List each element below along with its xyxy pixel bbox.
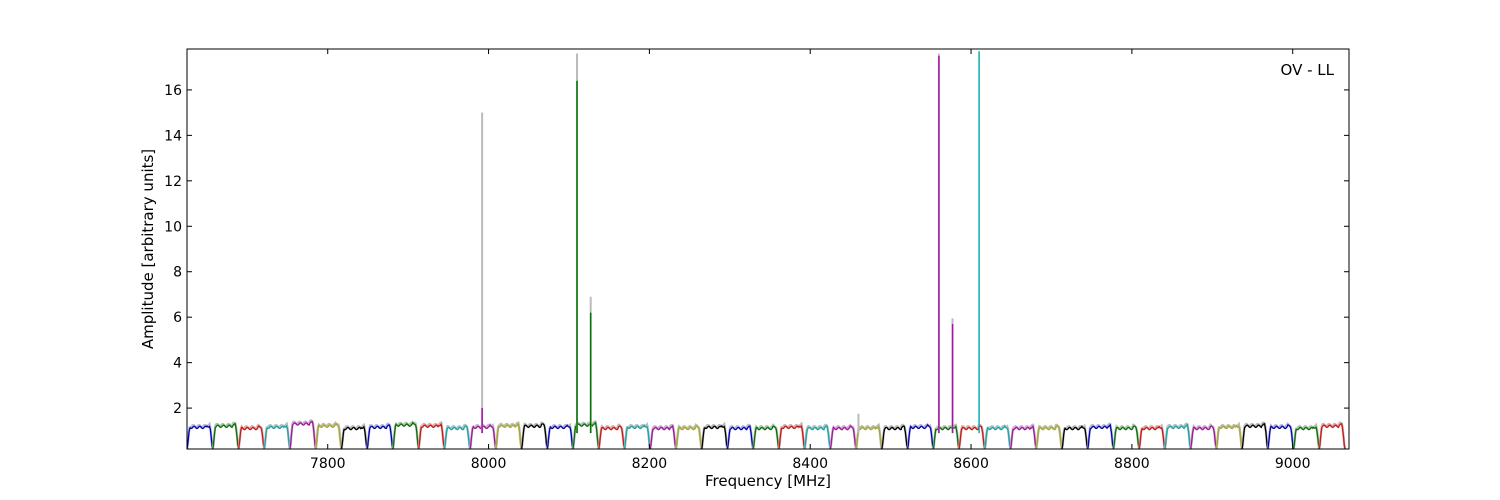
- channel-curve: [417, 422, 445, 449]
- spike-series: [481, 51, 980, 434]
- background-channel-curve: [1137, 423, 1166, 449]
- channel-curve: [958, 425, 986, 449]
- channel-curve: [623, 424, 651, 449]
- y-tick-label: 2: [173, 401, 182, 417]
- channel-curve: [520, 423, 548, 449]
- background-channel-curve: [880, 423, 909, 449]
- channel-curve: [1215, 425, 1243, 449]
- channel-curve: [1035, 425, 1063, 449]
- channel-curve: [263, 424, 291, 449]
- x-tick-label: 8000: [471, 456, 507, 472]
- background-channel-curve: [288, 419, 317, 449]
- y-tick-label: 12: [164, 174, 182, 190]
- background-channel-curve: [443, 423, 472, 449]
- channel-curve: [855, 425, 883, 449]
- background-channel-curve: [700, 421, 729, 449]
- channel-curve: [392, 421, 420, 449]
- channel-curve: [829, 425, 857, 449]
- y-tick-label: 4: [173, 356, 182, 372]
- channel-curve: [237, 425, 265, 449]
- channel-curve: [1267, 424, 1295, 449]
- x-tick-label: 8600: [953, 456, 989, 472]
- background-channel-curve: [1292, 422, 1321, 449]
- channel-curve: [1189, 425, 1217, 449]
- background-channel-curve: [957, 423, 986, 449]
- channel-curve: [366, 424, 394, 449]
- channel-curve: [315, 423, 343, 449]
- x-tick-label: 8200: [632, 456, 668, 472]
- y-tick-label: 8: [173, 265, 182, 281]
- channel-curve: [675, 425, 703, 449]
- channel-curve: [443, 425, 471, 449]
- channel-curve: [932, 425, 960, 449]
- background-channel-curve: [854, 422, 883, 449]
- background-channel-curve: [1318, 421, 1347, 449]
- x-tick-label: 8800: [1114, 456, 1150, 472]
- background-channel-curve: [391, 420, 420, 449]
- channel-curve: [778, 424, 806, 449]
- y-tick-label: 10: [164, 219, 182, 235]
- channel-curve: [726, 425, 754, 449]
- x-axis-title: Frequency [MHz]: [705, 472, 831, 490]
- channel-curve: [1164, 423, 1192, 449]
- x-tick-label: 7800: [310, 456, 346, 472]
- channel-curve: [187, 425, 214, 449]
- background-channel-curve: [365, 422, 395, 449]
- channel-curve: [340, 425, 368, 449]
- background-channel-curve: [546, 422, 575, 449]
- channel-curve: [1087, 423, 1115, 449]
- panel-annotation: OV - LL: [1281, 61, 1335, 79]
- y-tick-label: 16: [164, 83, 182, 99]
- channel-curve: [984, 425, 1012, 449]
- channel-curve: [289, 420, 317, 449]
- background-channel-curve: [623, 421, 652, 449]
- channel-curve: [598, 425, 626, 449]
- x-axis-ticks: 7800 8000 8200 8400 8600 8800 9000: [310, 49, 1311, 472]
- y-tick-label: 14: [164, 128, 182, 144]
- channel-curve: [212, 423, 240, 449]
- y-axis-ticks: 2 4 6 8 10 12 14 16: [164, 83, 1349, 417]
- background-channel-curve: [1112, 423, 1141, 449]
- channel-curve: [1241, 423, 1269, 449]
- channel-curve: [495, 422, 523, 449]
- background-channel-curve: [1215, 421, 1244, 449]
- channel-curve: [881, 425, 909, 449]
- channel-curve: [1292, 425, 1320, 449]
- background-channel-curve: [340, 422, 369, 449]
- background-channel-curve: [187, 421, 214, 449]
- channel-curve: [906, 423, 934, 449]
- channel-curve: [803, 425, 831, 449]
- channel-curve: [546, 424, 574, 449]
- background-channel-curve: [803, 423, 832, 449]
- channel-curve: [1138, 425, 1166, 449]
- x-tick-label: 8400: [792, 456, 828, 472]
- background-channel-curve: [1060, 423, 1089, 449]
- channel-curve: [649, 424, 677, 449]
- channel-curve: [1318, 423, 1346, 449]
- spectrum-series: [187, 419, 1347, 449]
- y-tick-label: 6: [173, 310, 182, 326]
- channel-curve: [1112, 425, 1140, 449]
- y-axis-title: Amplitude [arbitrary units]: [139, 149, 157, 349]
- channel-curve: [701, 425, 729, 449]
- channel-curve: [1061, 425, 1089, 449]
- channel-curve: [752, 425, 780, 449]
- x-tick-label: 9000: [1275, 456, 1311, 472]
- plot-frame: [186, 48, 1350, 450]
- background-channel-curve: [1035, 423, 1064, 449]
- channel-curve: [1009, 424, 1037, 449]
- background-channel-curve: [777, 421, 806, 449]
